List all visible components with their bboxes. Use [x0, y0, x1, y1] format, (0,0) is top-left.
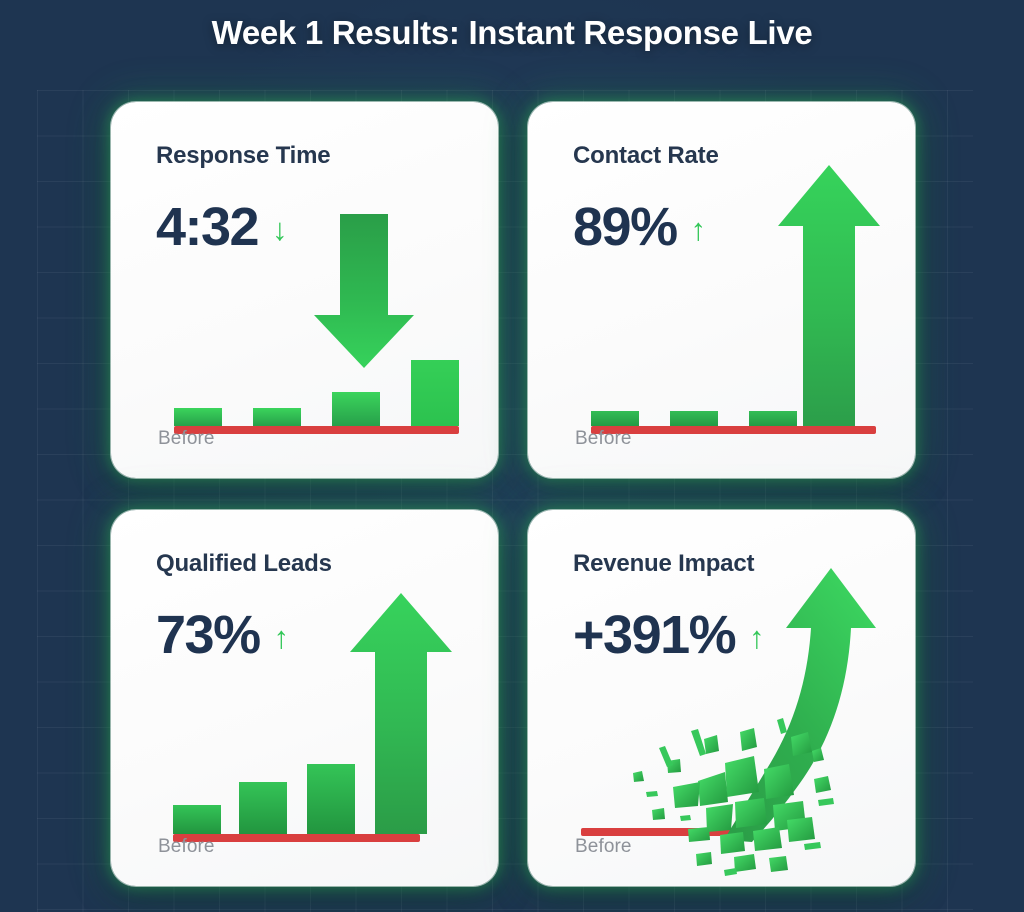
metric-card-response-time[interactable]: Response Time 4:32 ↓ Before: [111, 102, 498, 478]
card-title: Response Time: [156, 142, 331, 169]
bar-3: [332, 392, 380, 426]
big-up-arrow-icon: [350, 593, 452, 834]
metric-card-contact-rate[interactable]: Contact Rate 89% ↑ Before: [528, 102, 915, 478]
baseline-red: [174, 426, 459, 434]
metric-value-row: 4:32 ↓: [156, 200, 288, 254]
before-label: Before: [158, 428, 215, 449]
arrow-down-icon: ↓: [272, 211, 288, 247]
metric-value-row: +391% ↑: [573, 608, 765, 662]
before-label: Before: [158, 836, 215, 857]
before-label: Before: [575, 836, 632, 857]
big-up-arrow-icon: [778, 165, 880, 426]
card-title: Contact Rate: [573, 142, 719, 169]
metric-value-row: 89% ↑: [573, 200, 706, 254]
metric-value: +391%: [573, 605, 737, 665]
arrow-up-icon: ↑: [690, 211, 707, 247]
bar-3: [307, 764, 355, 834]
bar-3: [749, 411, 797, 426]
bar-2: [670, 411, 718, 426]
baseline-red: [581, 828, 756, 836]
arrow-up-icon: ↑: [273, 619, 290, 655]
bar-1: [173, 805, 221, 834]
metric-value: 89%: [573, 197, 678, 257]
baseline-red: [591, 426, 876, 434]
bar-2: [239, 782, 287, 834]
bar-2: [253, 408, 301, 426]
bar-1: [591, 411, 639, 426]
metric-card-qualified-leads[interactable]: Qualified Leads 73% ↑ Before: [111, 510, 498, 886]
before-label: Before: [575, 428, 632, 449]
metric-card-grid: Response Time 4:32 ↓ Before: [111, 102, 915, 886]
metric-value-row: 73% ↑: [156, 608, 289, 662]
metric-card-revenue-impact[interactable]: Revenue Impact +391% ↑ Before: [528, 510, 915, 886]
card-title: Revenue Impact: [573, 550, 755, 577]
arrow-up-icon: ↑: [749, 619, 765, 655]
card-title: Qualified Leads: [156, 550, 332, 577]
metric-value: 4:32: [156, 197, 260, 257]
bar-1: [174, 408, 222, 426]
page-title: Week 1 Results: Instant Response Live: [211, 14, 813, 51]
big-down-arrow-icon: [314, 214, 414, 368]
metric-value: 73%: [156, 605, 261, 665]
bar-4: [411, 360, 459, 426]
shatter-slivers: [646, 718, 834, 876]
shatter-debris: [633, 728, 831, 872]
